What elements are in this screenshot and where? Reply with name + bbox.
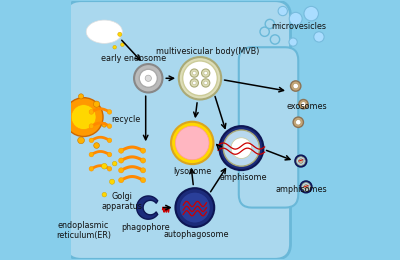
Circle shape (107, 124, 112, 128)
Circle shape (290, 81, 301, 91)
Circle shape (89, 138, 94, 143)
Circle shape (112, 161, 117, 166)
Circle shape (121, 43, 124, 47)
Circle shape (190, 79, 198, 87)
Text: endoplasmic
reticulum(ER): endoplasmic reticulum(ER) (56, 220, 111, 240)
Circle shape (102, 192, 107, 197)
Circle shape (140, 158, 146, 163)
Circle shape (300, 181, 312, 193)
Circle shape (260, 27, 269, 36)
Circle shape (145, 75, 151, 81)
Circle shape (204, 81, 208, 85)
Circle shape (94, 143, 100, 148)
Circle shape (293, 117, 304, 127)
Circle shape (89, 152, 94, 157)
Text: early endosome: early endosome (102, 54, 167, 63)
Circle shape (219, 126, 263, 170)
Circle shape (204, 71, 208, 75)
Text: Golgi
apparatus: Golgi apparatus (102, 192, 143, 211)
Text: amphisomes: amphisomes (275, 185, 327, 194)
Circle shape (190, 69, 198, 77)
Text: autophagosome: autophagosome (163, 230, 229, 239)
Text: exosomes: exosomes (286, 102, 327, 111)
Circle shape (289, 12, 302, 25)
FancyBboxPatch shape (66, 1, 290, 259)
Circle shape (102, 163, 107, 169)
Circle shape (134, 64, 162, 93)
Circle shape (118, 158, 124, 163)
Circle shape (231, 138, 252, 158)
Circle shape (176, 188, 214, 227)
Circle shape (118, 32, 122, 36)
Circle shape (314, 32, 324, 42)
Circle shape (113, 46, 116, 49)
Circle shape (107, 166, 112, 171)
Circle shape (301, 102, 306, 107)
Ellipse shape (86, 20, 122, 43)
Circle shape (304, 6, 318, 21)
Circle shape (89, 166, 94, 171)
Text: microvesicles: microvesicles (272, 22, 327, 31)
Circle shape (296, 120, 301, 125)
Circle shape (140, 168, 146, 173)
FancyBboxPatch shape (239, 47, 298, 207)
Circle shape (270, 35, 280, 44)
Circle shape (110, 179, 115, 184)
Circle shape (107, 138, 112, 143)
Circle shape (223, 130, 260, 166)
Circle shape (140, 148, 146, 153)
Circle shape (171, 122, 214, 164)
Circle shape (118, 178, 124, 183)
Circle shape (183, 61, 217, 96)
Circle shape (139, 69, 157, 87)
Circle shape (265, 19, 274, 29)
Circle shape (278, 6, 288, 16)
Circle shape (78, 137, 84, 144)
Circle shape (302, 183, 310, 191)
Circle shape (89, 109, 94, 114)
Text: phagophore: phagophore (121, 223, 170, 232)
Polygon shape (137, 196, 158, 219)
Circle shape (202, 79, 210, 87)
Circle shape (293, 83, 298, 89)
Circle shape (192, 71, 196, 75)
Circle shape (299, 100, 308, 109)
Circle shape (118, 168, 124, 173)
Circle shape (298, 159, 303, 163)
Text: amphisome: amphisome (220, 173, 267, 182)
Circle shape (179, 192, 210, 223)
Text: multivesicular body(MVB): multivesicular body(MVB) (156, 48, 260, 56)
Circle shape (140, 178, 146, 183)
Circle shape (71, 105, 96, 129)
Circle shape (78, 94, 84, 99)
Text: recycle: recycle (111, 115, 140, 124)
Circle shape (179, 57, 221, 100)
Circle shape (289, 38, 297, 46)
Circle shape (176, 126, 209, 160)
Circle shape (118, 148, 124, 153)
Circle shape (304, 185, 308, 189)
Circle shape (202, 69, 210, 77)
Circle shape (107, 152, 112, 157)
Circle shape (94, 101, 100, 107)
Circle shape (102, 122, 107, 127)
Circle shape (192, 81, 196, 85)
Circle shape (89, 124, 94, 128)
Circle shape (296, 157, 305, 165)
Text: lysosome: lysosome (173, 167, 211, 176)
Circle shape (107, 109, 112, 114)
Circle shape (295, 155, 307, 167)
Circle shape (64, 98, 103, 136)
